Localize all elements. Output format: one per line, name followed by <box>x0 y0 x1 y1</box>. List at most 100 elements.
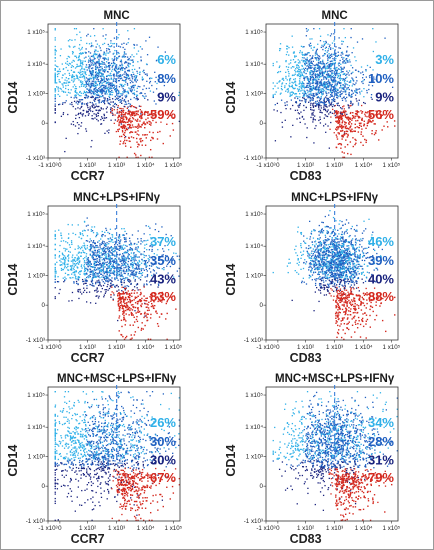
event-dot <box>295 84 297 87</box>
event-dot <box>74 55 76 57</box>
event-dot <box>54 52 56 54</box>
y-tick-label: 1 x10⁴ <box>27 61 45 68</box>
event-dot <box>331 94 333 96</box>
event-dot <box>107 52 110 54</box>
event-dot <box>102 108 104 110</box>
event-dot <box>127 58 130 61</box>
event-dot <box>54 270 56 273</box>
event-dot <box>311 112 313 115</box>
event-dot <box>327 109 329 111</box>
percent-label-red: 59% <box>150 107 176 122</box>
event-dot <box>110 283 112 285</box>
event-dot <box>115 247 117 249</box>
event-dot <box>128 119 130 122</box>
event-dot <box>81 105 83 108</box>
event-dot <box>338 37 340 39</box>
event-dot <box>298 80 301 82</box>
event-dot <box>92 85 95 87</box>
event-dot <box>356 100 358 102</box>
event-dot <box>90 86 92 88</box>
event-dot <box>104 93 106 95</box>
event-dot <box>140 300 143 302</box>
event-dot <box>127 257 129 259</box>
event-dot <box>343 96 345 98</box>
event-dot <box>134 278 136 281</box>
event-dot <box>316 97 318 99</box>
event-dot <box>317 90 320 92</box>
event-dot <box>131 289 133 292</box>
event-dot <box>350 80 352 82</box>
event-dot <box>144 262 147 264</box>
event-dot <box>61 90 63 92</box>
event-dot <box>67 237 70 239</box>
event-dot <box>327 59 329 61</box>
event-dot <box>110 240 112 243</box>
event-dot <box>328 56 330 58</box>
event-dot <box>126 107 128 110</box>
event-dot <box>300 111 302 113</box>
event-dot <box>131 89 133 91</box>
event-dot <box>113 103 116 105</box>
event-dot <box>279 65 281 67</box>
event-dot <box>361 117 363 120</box>
event-dot <box>307 66 310 68</box>
event-dot <box>295 64 298 66</box>
event-dot <box>315 100 317 103</box>
event-dot <box>133 96 135 99</box>
event-dot <box>138 300 140 302</box>
event-dot <box>327 74 330 76</box>
event-dot <box>124 259 126 261</box>
event-dot <box>327 99 329 101</box>
event-dot <box>102 100 104 102</box>
event-dot <box>72 65 75 68</box>
event-dot <box>294 92 297 95</box>
event-dot <box>80 106 82 108</box>
event-dot <box>80 255 82 257</box>
event-dot <box>333 112 335 115</box>
event-dot <box>118 45 120 47</box>
event-dot <box>332 72 334 75</box>
event-dot <box>128 237 131 239</box>
event-dot <box>119 236 121 238</box>
event-dot <box>89 35 92 37</box>
event-dot <box>316 53 318 55</box>
event-dot <box>330 121 332 124</box>
event-dot <box>357 102 360 104</box>
event-dot <box>298 90 300 92</box>
event-dot <box>121 262 123 265</box>
event-dot <box>126 293 128 295</box>
event-dot <box>86 104 88 106</box>
event-dot <box>291 35 293 37</box>
event-dot <box>96 288 98 290</box>
event-dot <box>343 132 346 134</box>
event-dot <box>58 81 61 83</box>
event-dot <box>87 79 90 81</box>
event-dot <box>333 79 335 81</box>
event-dot <box>103 244 106 246</box>
event-dot <box>372 78 374 80</box>
event-dot <box>117 300 120 302</box>
event-dot <box>74 45 76 48</box>
event-dot <box>308 60 310 62</box>
event-dot <box>102 281 104 283</box>
event-dot <box>345 132 347 135</box>
event-dot <box>101 242 103 244</box>
event-dot <box>136 94 138 96</box>
event-dot <box>67 260 70 262</box>
event-dot <box>341 135 343 137</box>
event-dot <box>336 136 338 138</box>
event-dot <box>286 88 288 91</box>
event-dot <box>338 121 341 123</box>
event-dot <box>334 62 336 65</box>
event-dot <box>139 86 141 88</box>
event-dot <box>114 78 117 80</box>
event-dot <box>66 263 68 266</box>
event-dot <box>83 287 85 289</box>
event-dot <box>323 44 325 46</box>
event-dot <box>54 105 56 107</box>
event-dot <box>319 66 321 68</box>
event-dot <box>94 84 97 87</box>
event-dot <box>309 75 312 78</box>
event-dot <box>105 64 107 67</box>
event-dot <box>98 82 101 85</box>
